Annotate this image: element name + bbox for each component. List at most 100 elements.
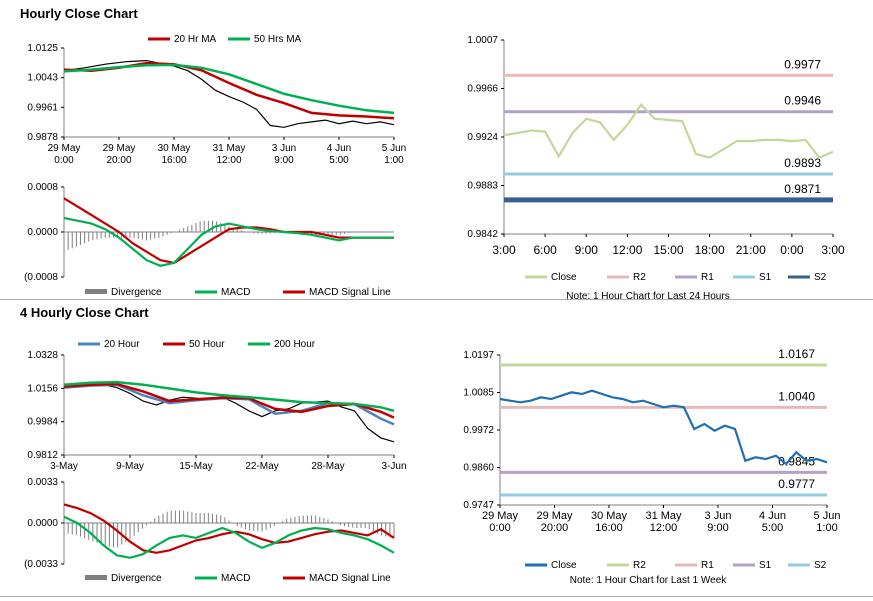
close-line bbox=[503, 102, 834, 159]
y-tick-label: 0.9883 bbox=[467, 181, 498, 192]
x-tick-label: 4 Jun bbox=[327, 143, 351, 154]
legend-0-label: 20 Hr MA bbox=[174, 34, 217, 45]
bottom-divider bbox=[0, 596, 873, 597]
close-line bbox=[499, 389, 828, 466]
close-series-line bbox=[63, 383, 395, 443]
x-tick-label: 0:00 bbox=[780, 243, 804, 257]
level-r2-label: 1.0167 bbox=[778, 347, 815, 361]
50-hrs-ma-line bbox=[63, 63, 395, 115]
x-tick-label: 5:00 bbox=[762, 522, 783, 534]
hourly-section-title: Hourly Close Chart bbox=[20, 6, 138, 21]
hourly-price-chart: 1.0125 1.0043 0.9961 0.9878 20 Hr MA 50 Hrs M… bbox=[27, 34, 406, 166]
50-hour-line bbox=[63, 382, 395, 419]
y-tick-label: 1.0043 bbox=[27, 73, 58, 84]
legend-s1-label: S1 bbox=[759, 560, 772, 571]
y-tick-label: 1.0197 bbox=[463, 350, 494, 361]
macd-line bbox=[63, 216, 394, 267]
y-tick-label: 0.9812 bbox=[27, 450, 58, 461]
y-tick-label: 1.0156 bbox=[27, 383, 58, 394]
x-tick-label: 16:00 bbox=[161, 155, 186, 166]
x-tick-label: 5:00 bbox=[329, 155, 349, 166]
level-s1-label: 0.9893 bbox=[784, 156, 821, 170]
x-tick-label: 6:00 bbox=[533, 243, 557, 257]
x-tick-label: 5 Jun bbox=[382, 143, 406, 154]
legend-close-label: Close bbox=[551, 272, 577, 283]
legend-s2-label: S2 bbox=[814, 560, 827, 571]
x-tick-label: 3-Jun bbox=[381, 461, 406, 472]
x-tick-label: 3:00 bbox=[821, 243, 845, 257]
legend-1-label: 50 Hour bbox=[189, 339, 225, 350]
x-tick-label: 9:00 bbox=[274, 155, 294, 166]
legend-divergence-label: Divergence bbox=[111, 287, 162, 298]
legend-close-label: Close bbox=[551, 560, 577, 571]
x-tick-label: 30 May bbox=[591, 510, 628, 522]
x-tick-label: 31 May bbox=[213, 143, 246, 154]
legend-s1-label: S1 bbox=[759, 272, 772, 283]
x-tick-label: 12:00 bbox=[216, 155, 241, 166]
200-hour-line bbox=[63, 380, 395, 413]
x-tick-label: 21:00 bbox=[736, 243, 766, 257]
level-s1-label: 0.9845 bbox=[778, 454, 815, 468]
x-tick-label: 5 Jun bbox=[814, 510, 841, 522]
section-divider bbox=[0, 299, 873, 300]
y-tick-label: 1.0007 bbox=[467, 35, 498, 46]
level-r2-label: 0.9977 bbox=[784, 57, 821, 71]
x-tick-label: 3:00 bbox=[492, 243, 516, 257]
y-tick-label: 0.9972 bbox=[463, 425, 494, 436]
legend-0-label: 20 Hour bbox=[104, 339, 140, 350]
legend-macd-label: MACD bbox=[221, 287, 250, 298]
y-tick-label: 0.0008 bbox=[27, 182, 58, 193]
macd-signal-line bbox=[63, 503, 395, 554]
hourly-macd-chart: 0.0008 0.0000 (0.0008 Divergence MACD MACD Si… bbox=[24, 182, 394, 298]
legend-divergence-swatch bbox=[85, 289, 107, 294]
x-tick-label: 20:00 bbox=[106, 155, 131, 166]
x-tick-label: 29 May bbox=[482, 510, 519, 522]
x-tick-label: 3 Jun bbox=[705, 510, 732, 522]
level-s2-label: 0.9777 bbox=[778, 477, 815, 491]
x-tick-label: 12:00 bbox=[612, 243, 642, 257]
x-tick-label: 30 May bbox=[158, 143, 191, 154]
legend-r1-label: R1 bbox=[701, 560, 714, 571]
y-tick-label: 1.0125 bbox=[27, 43, 58, 54]
chart-note: Note: 1 Hour Chart for Last 24 Hours bbox=[566, 291, 729, 302]
y-tick-label: 0.9842 bbox=[467, 229, 498, 240]
legend-r2-label: R2 bbox=[633, 560, 646, 571]
legend-macd-label: MACD bbox=[221, 573, 250, 584]
x-tick-label: 9:00 bbox=[575, 243, 599, 257]
x-tick-label: 1:00 bbox=[816, 522, 837, 534]
y-tick-label: 0.9961 bbox=[27, 102, 58, 113]
x-tick-label: 0:00 bbox=[489, 522, 510, 534]
x-tick-label: 4 Jun bbox=[759, 510, 786, 522]
legend-macd-signal-label: MACD Signal Line bbox=[309, 287, 391, 298]
y-tick-label: 0.9924 bbox=[467, 132, 498, 143]
legend-s2-label: S2 bbox=[814, 272, 827, 283]
x-tick-label: 28-May bbox=[311, 461, 344, 472]
x-tick-label: 3-May bbox=[50, 461, 78, 472]
x-tick-label: 29 May bbox=[48, 143, 81, 154]
x-tick-label: 15-May bbox=[179, 461, 212, 472]
x-tick-label: 0:00 bbox=[54, 155, 74, 166]
y-tick-label: 0.9984 bbox=[27, 417, 58, 428]
legend-r1-label: R1 bbox=[701, 272, 714, 283]
legend-2-label: 200 Hour bbox=[274, 339, 316, 350]
legend-1-label: 50 Hrs MA bbox=[254, 34, 302, 45]
macd-line bbox=[63, 515, 395, 559]
legend-macd-signal-label: MACD Signal Line bbox=[309, 573, 391, 584]
y-tick-label: 0.9747 bbox=[463, 500, 494, 511]
legend-r2-label: R2 bbox=[633, 272, 646, 283]
x-tick-label: 9:00 bbox=[707, 522, 728, 534]
y-tick-label: (0.0008 bbox=[24, 272, 58, 283]
x-tick-label: 29 May bbox=[103, 143, 136, 154]
x-tick-label: 18:00 bbox=[695, 243, 725, 257]
y-tick-label: 0.0033 bbox=[27, 477, 58, 488]
x-tick-label: 9-May bbox=[116, 461, 144, 472]
four-hourly-price-chart: 1.0328 1.0156 0.9984 0.9812 20 Hour 50 Hour 20… bbox=[27, 339, 406, 472]
four-hourly-macd-chart: 0.0033 0.0000 (0.0033 Divergence MACD MACD Si… bbox=[24, 477, 395, 584]
x-tick-label: 20:00 bbox=[541, 522, 569, 534]
four-hourly-section-title: 4 Hourly Close Chart bbox=[20, 305, 149, 320]
macd-signal-line bbox=[63, 197, 394, 265]
legend-divergence-label: Divergence bbox=[111, 573, 162, 584]
x-tick-label: 3 Jun bbox=[272, 143, 296, 154]
level-r1-label: 1.0040 bbox=[778, 389, 815, 403]
20-hr-ma-line bbox=[63, 61, 395, 120]
